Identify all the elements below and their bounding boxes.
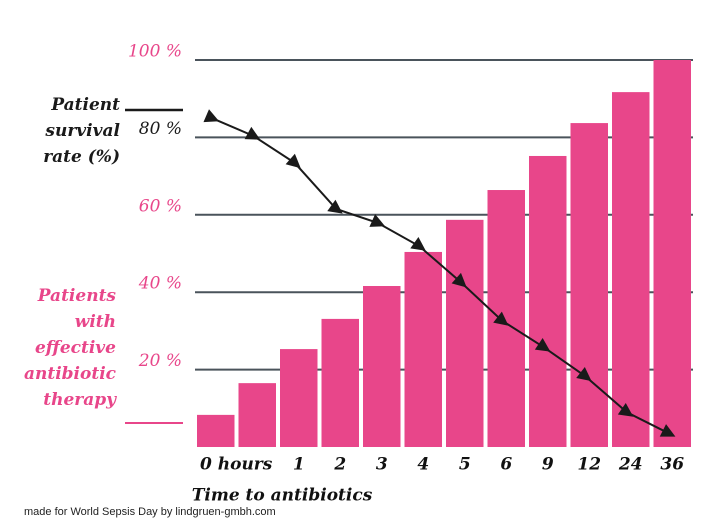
x-tick-label: 0 hours <box>200 455 273 475</box>
line-marker <box>410 236 426 251</box>
line-marker <box>369 214 386 227</box>
y-tick-label: 80 % <box>139 119 182 139</box>
bar <box>612 92 650 447</box>
footer: made for World Sepsis Day by lindgruen-g… <box>24 506 276 518</box>
y-tick-label: 20 % <box>138 351 182 371</box>
line-marker <box>493 311 509 326</box>
line-marker <box>327 199 343 214</box>
line-marker <box>617 403 634 417</box>
line-marker <box>285 153 301 169</box>
x-tick-label: 12 <box>577 455 601 475</box>
y-tick-label: 100 % <box>128 42 182 62</box>
bar <box>238 383 276 447</box>
line-marker <box>244 126 261 140</box>
bar <box>280 349 318 447</box>
line-marker <box>203 109 220 123</box>
bar <box>529 155 567 447</box>
bar <box>487 190 525 448</box>
bar <box>404 251 442 447</box>
x-tick-label: 2 <box>333 455 346 475</box>
x-tick-label: 24 <box>618 455 643 475</box>
legend-antibiotic: Patients with effective antibiotic thera… <box>23 286 116 410</box>
line-marker <box>576 366 592 382</box>
y-tick-label: 40 % <box>138 274 182 294</box>
bar <box>321 318 359 447</box>
x-tick-label: 6 <box>500 455 512 475</box>
bar <box>653 60 691 447</box>
x-tick-label: 5 <box>459 455 471 475</box>
line-marker <box>451 272 467 288</box>
x-tick-label: 36 <box>660 455 684 475</box>
line <box>211 117 669 434</box>
x-tick-label: 1 <box>293 455 305 475</box>
bar <box>363 286 401 447</box>
bar <box>446 219 484 447</box>
legend-survival: Patient survival rate (%) <box>43 95 120 167</box>
x-tick-label: 9 <box>542 455 554 475</box>
line-marker <box>534 338 551 352</box>
y-tick-label: 60 % <box>139 196 182 216</box>
line-marker <box>659 424 676 437</box>
bar <box>197 414 235 447</box>
x-axis-label: Time to antibiotics <box>192 486 373 506</box>
x-tick-label: 3 <box>376 455 388 475</box>
bar <box>570 123 608 448</box>
x-tick-label: 4 <box>417 455 429 475</box>
